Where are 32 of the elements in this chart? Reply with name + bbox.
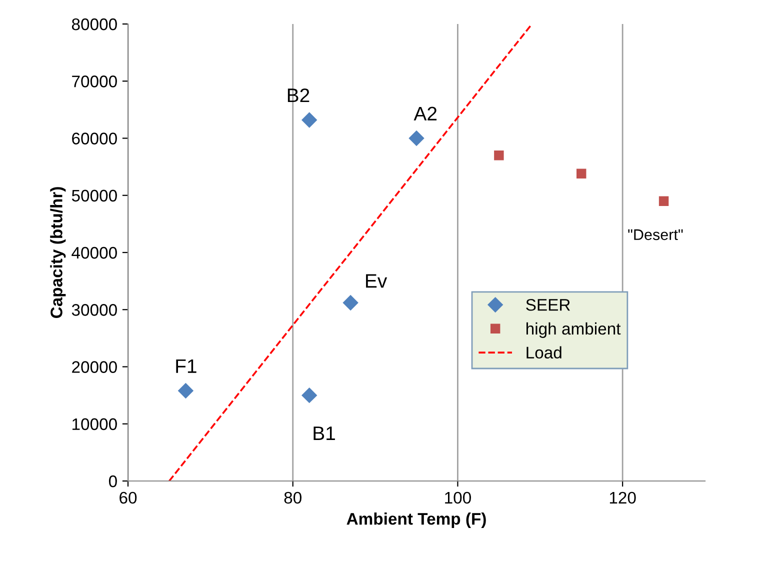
x-axis-title: Ambient Temp (F) bbox=[346, 512, 486, 528]
point bbox=[576, 168, 586, 179]
annotation: A2 bbox=[414, 106, 437, 120]
legend-label: SEER bbox=[526, 298, 570, 311]
point bbox=[494, 150, 504, 160]
x-tick-label: 120 bbox=[610, 492, 636, 504]
point bbox=[408, 130, 424, 146]
point bbox=[342, 295, 358, 310]
point bbox=[178, 383, 194, 398]
point bbox=[302, 388, 317, 403]
x-tick-label: 60 bbox=[120, 492, 137, 504]
annotation: B2 bbox=[288, 88, 310, 102]
point bbox=[658, 196, 669, 206]
annotation: "Desert" bbox=[628, 229, 683, 240]
y-tick-label: 60000 bbox=[72, 132, 117, 144]
legend-label: Load bbox=[526, 346, 562, 359]
y-tick-label: 30000 bbox=[72, 304, 117, 316]
y-tick-label: 50000 bbox=[72, 190, 117, 202]
y-axis-title: Capacity (btu/hr) bbox=[50, 187, 66, 318]
y-tick-label: 40000 bbox=[72, 246, 117, 259]
annotation: Ev bbox=[366, 274, 388, 288]
y-tick-label: 70000 bbox=[72, 76, 117, 88]
x-tick-label: 100 bbox=[445, 492, 471, 504]
legend-label: high ambient bbox=[526, 322, 621, 338]
x-tick-label: 80 bbox=[284, 492, 302, 504]
y-tick-label: 0 bbox=[108, 475, 117, 488]
point bbox=[302, 112, 317, 128]
annotation: B1 bbox=[314, 426, 335, 440]
y-tick-label: 20000 bbox=[72, 361, 117, 373]
y-tick-label: 80000 bbox=[72, 18, 117, 30]
annotation: F1 bbox=[176, 359, 196, 373]
y-tick-label: 10000 bbox=[72, 418, 117, 430]
